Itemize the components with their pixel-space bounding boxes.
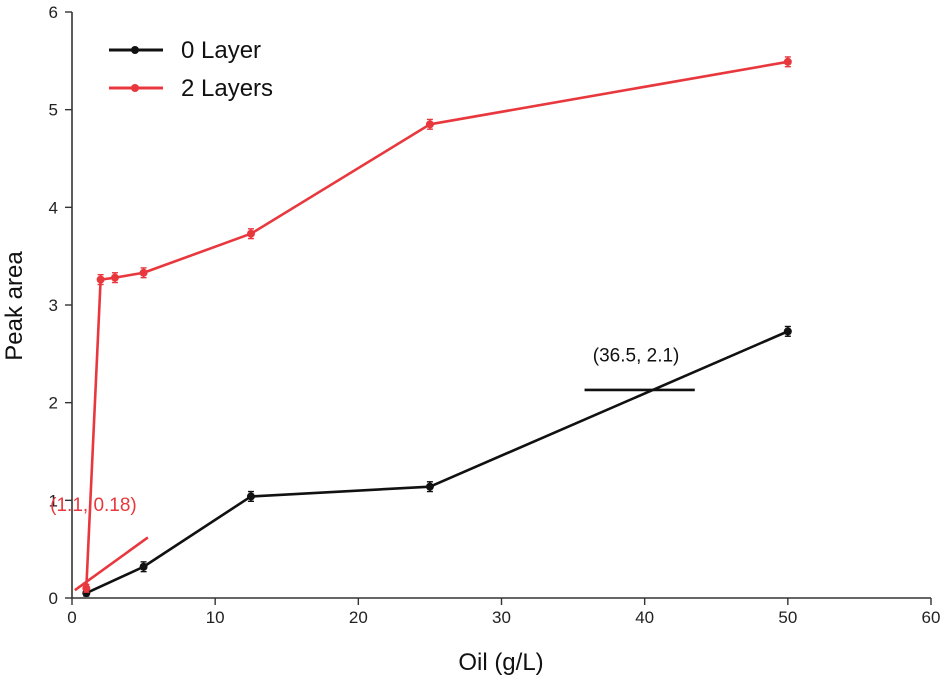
y-tick-label: 3 bbox=[49, 296, 58, 315]
series-0 bbox=[82, 325, 792, 598]
legend-marker-2-layers bbox=[131, 84, 139, 92]
data-point bbox=[246, 229, 255, 238]
x-tick-label: 20 bbox=[349, 608, 368, 627]
data-point bbox=[110, 273, 119, 282]
series-layer bbox=[82, 56, 792, 598]
data-point bbox=[783, 327, 792, 336]
annotations: (36.5, 2.1) (1.1, 0.18) bbox=[50, 346, 695, 592]
data-point bbox=[96, 275, 105, 284]
annotation-label: (36.5, 2.1) bbox=[593, 346, 680, 367]
legend-item-2-layers: 2 Layers bbox=[109, 75, 273, 102]
x-tick-label: 60 bbox=[922, 608, 941, 627]
y-tick-label: 0 bbox=[49, 589, 58, 608]
plot-area: 0 10 20 30 40 50 60 0 1 2 3 4 5 6 (36.5, 2.1) (1.1, 0… bbox=[49, 3, 941, 627]
x-tick-label: 10 bbox=[206, 608, 225, 627]
series-line bbox=[85, 330, 789, 595]
y-axis-title: Peak area bbox=[1, 251, 28, 361]
data-point bbox=[425, 482, 434, 491]
legend: 0 Layer 2 Layers bbox=[109, 37, 273, 102]
data-point bbox=[783, 57, 792, 66]
x-ticks: 0 10 20 30 40 50 60 bbox=[67, 598, 940, 627]
legend-item-0-layer: 0 Layer bbox=[109, 37, 261, 64]
y-tick-label: 2 bbox=[49, 394, 58, 413]
data-point bbox=[246, 492, 255, 501]
series-1 bbox=[82, 56, 792, 593]
legend-label-0-layer: 0 Layer bbox=[181, 37, 261, 64]
x-axis-title: Oil (g/L) bbox=[458, 649, 543, 676]
x-tick-label: 40 bbox=[635, 608, 654, 627]
data-point bbox=[82, 584, 91, 593]
y-ticks: 0 1 2 3 4 5 6 bbox=[49, 3, 72, 608]
legend-marker-0-layer bbox=[131, 46, 139, 54]
data-point bbox=[139, 268, 148, 277]
data-point bbox=[139, 562, 148, 571]
legend-label-2-layers: 2 Layers bbox=[181, 75, 273, 102]
annotation-label: (1.1, 0.18) bbox=[50, 495, 137, 516]
y-tick-label: 4 bbox=[49, 198, 58, 217]
y-tick-label: 6 bbox=[49, 3, 58, 22]
y-tick-label: 1 bbox=[49, 491, 58, 510]
data-point bbox=[425, 120, 434, 129]
x-tick-label: 50 bbox=[778, 608, 797, 627]
x-tick-label: 30 bbox=[492, 608, 511, 627]
y-tick-label: 5 bbox=[49, 101, 58, 120]
x-tick-label: 0 bbox=[67, 608, 76, 627]
series-line bbox=[85, 60, 789, 589]
